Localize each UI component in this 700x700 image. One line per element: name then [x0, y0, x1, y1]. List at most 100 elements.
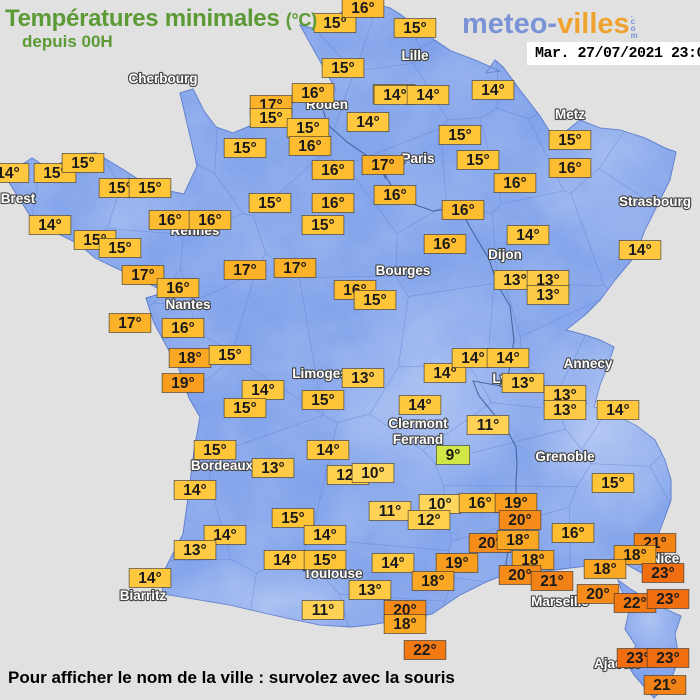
svg-text:16°: 16° — [561, 525, 584, 542]
svg-text:15°: 15° — [203, 442, 226, 459]
svg-text:15°: 15° — [311, 217, 334, 234]
svg-text:16°: 16° — [468, 495, 491, 512]
svg-text:13°: 13° — [358, 582, 381, 599]
svg-text:17°: 17° — [118, 315, 141, 332]
svg-text:11°: 11° — [312, 602, 335, 619]
svg-text:22°: 22° — [413, 642, 436, 659]
svg-text:16°: 16° — [558, 160, 581, 177]
svg-text:15°: 15° — [331, 60, 354, 77]
svg-text:Nantes: Nantes — [165, 297, 210, 312]
svg-text:14°: 14° — [316, 442, 339, 459]
svg-text:14°: 14° — [383, 87, 406, 104]
svg-text:14°: 14° — [356, 114, 379, 131]
svg-text:13°: 13° — [511, 375, 534, 392]
svg-text:15°: 15° — [448, 127, 471, 144]
svg-text:16°: 16° — [383, 187, 406, 204]
svg-text:15°: 15° — [258, 195, 281, 212]
svg-text:16°: 16° — [301, 85, 324, 102]
svg-text:15°: 15° — [281, 510, 304, 527]
svg-text:14°: 14° — [416, 87, 439, 104]
svg-text:14°: 14° — [496, 350, 519, 367]
svg-text:19°: 19° — [445, 555, 468, 572]
svg-text:14°: 14° — [516, 227, 539, 244]
svg-text:18°: 18° — [178, 350, 201, 367]
svg-text:Grenoble: Grenoble — [535, 449, 595, 464]
svg-text:14°: 14° — [213, 527, 236, 544]
svg-text:15°: 15° — [233, 400, 256, 417]
svg-text:Cherbourg: Cherbourg — [129, 71, 198, 86]
svg-text:15°: 15° — [108, 240, 131, 257]
svg-text:21°: 21° — [540, 573, 563, 590]
svg-text:15°: 15° — [138, 180, 161, 197]
svg-text:13°: 13° — [351, 370, 374, 387]
svg-text:14°: 14° — [408, 397, 431, 414]
svg-text:16°: 16° — [158, 212, 181, 229]
svg-text:12°: 12° — [417, 512, 440, 529]
svg-text:15°: 15° — [558, 132, 581, 149]
svg-text:14°: 14° — [138, 570, 161, 587]
svg-text:15°: 15° — [311, 392, 334, 409]
svg-text:Bordeaux: Bordeaux — [191, 458, 254, 473]
svg-text:13°: 13° — [536, 287, 559, 304]
svg-text:15°: 15° — [233, 140, 256, 157]
svg-text:20°: 20° — [508, 567, 531, 584]
svg-text:14°: 14° — [38, 217, 61, 234]
svg-text:18°: 18° — [593, 561, 616, 578]
svg-text:14°: 14° — [628, 242, 651, 259]
svg-text:14°: 14° — [381, 555, 404, 572]
svg-text:15°: 15° — [108, 180, 131, 197]
svg-text:13°: 13° — [553, 402, 576, 419]
svg-text:Ferrand: Ferrand — [393, 432, 443, 447]
svg-text:15°: 15° — [259, 110, 282, 127]
svg-text:15°: 15° — [601, 475, 624, 492]
svg-text:23°: 23° — [626, 650, 649, 667]
svg-text:Brest: Brest — [1, 191, 36, 206]
svg-text:18°: 18° — [421, 573, 444, 590]
svg-text:Lille: Lille — [401, 48, 428, 63]
svg-text:16°: 16° — [351, 0, 374, 17]
svg-text:22°: 22° — [623, 595, 646, 612]
svg-text:16°: 16° — [198, 212, 221, 229]
svg-text:17°: 17° — [233, 262, 256, 279]
svg-text:17°: 17° — [371, 157, 394, 174]
svg-text:19°: 19° — [504, 495, 527, 512]
svg-text:14°: 14° — [251, 382, 274, 399]
svg-text:17°: 17° — [283, 260, 306, 277]
svg-text:16°: 16° — [321, 162, 344, 179]
svg-text:14°: 14° — [0, 165, 20, 182]
svg-text:20°: 20° — [508, 512, 531, 529]
svg-text:20°: 20° — [586, 586, 609, 603]
svg-text:16°: 16° — [298, 138, 321, 155]
svg-text:16°: 16° — [171, 320, 194, 337]
svg-text:23°: 23° — [651, 565, 674, 582]
svg-text:9°: 9° — [446, 447, 461, 464]
svg-text:14°: 14° — [481, 82, 504, 99]
svg-text:13°: 13° — [261, 460, 284, 477]
svg-text:16°: 16° — [503, 175, 526, 192]
svg-text:21°: 21° — [653, 677, 676, 694]
svg-text:13°: 13° — [183, 542, 206, 559]
svg-text:16°: 16° — [433, 236, 456, 253]
svg-text:19°: 19° — [171, 375, 194, 392]
svg-text:Biarritz: Biarritz — [120, 588, 167, 603]
svg-text:18°: 18° — [506, 532, 529, 549]
svg-text:16°: 16° — [451, 202, 474, 219]
svg-text:10°: 10° — [361, 465, 384, 482]
svg-text:Annecy: Annecy — [564, 356, 613, 371]
svg-text:23°: 23° — [656, 650, 679, 667]
svg-text:16°: 16° — [321, 195, 344, 212]
svg-text:15°: 15° — [71, 155, 94, 172]
svg-text:15°: 15° — [296, 120, 319, 137]
svg-text:11°: 11° — [379, 503, 402, 520]
svg-text:18°: 18° — [393, 616, 416, 633]
svg-text:16°: 16° — [166, 280, 189, 297]
svg-text:13°: 13° — [503, 272, 526, 289]
svg-text:Dijon: Dijon — [488, 247, 522, 262]
svg-text:14°: 14° — [183, 482, 206, 499]
svg-text:Bourges: Bourges — [376, 263, 431, 278]
svg-text:Strasbourg: Strasbourg — [619, 194, 691, 209]
svg-text:14°: 14° — [313, 527, 336, 544]
svg-text:Metz: Metz — [555, 107, 585, 122]
svg-text:15°: 15° — [218, 347, 241, 364]
svg-text:23°: 23° — [656, 591, 679, 608]
